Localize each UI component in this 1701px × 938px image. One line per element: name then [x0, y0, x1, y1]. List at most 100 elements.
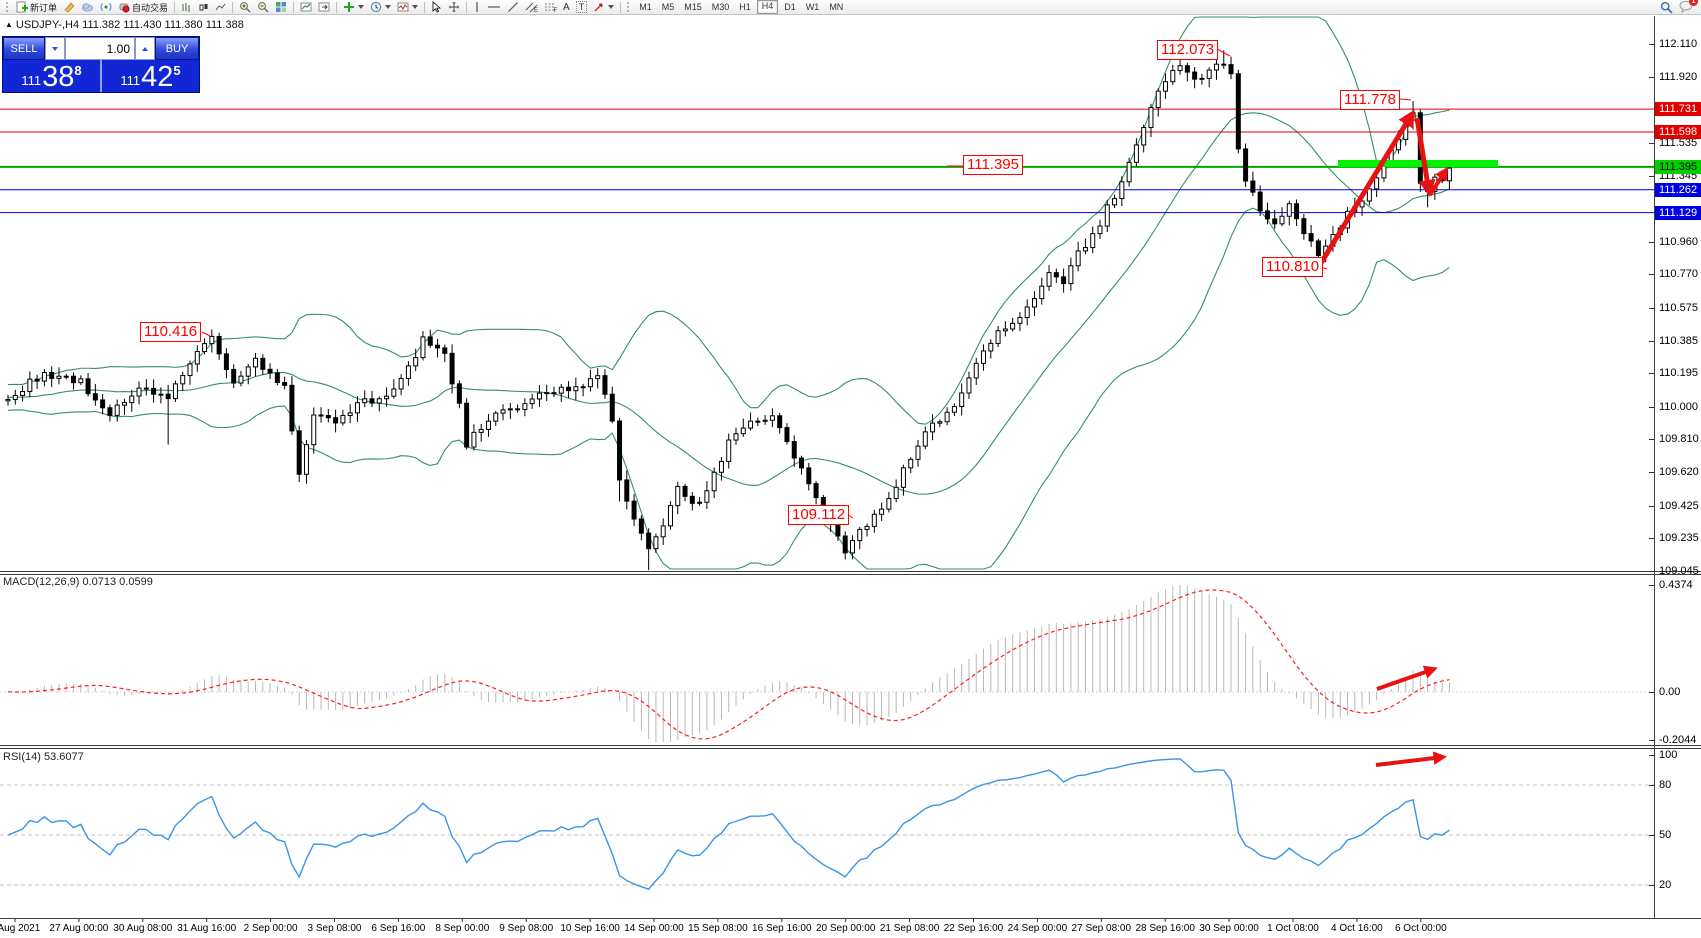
bar-chart-icon — [182, 2, 190, 12]
signal-button[interactable] — [97, 1, 115, 14]
dropdown-caret-icon — [385, 5, 392, 9]
zoom-in-button[interactable] — [236, 1, 254, 14]
bar-chart-mode-button[interactable] — [178, 1, 195, 14]
one-click-trading-panel: SELL BUY 111 38 8 111 42 5 — [2, 36, 200, 93]
ask-pip-digit: 5 — [173, 63, 181, 78]
vertical-line-icon — [476, 2, 478, 12]
timeframe-H1[interactable]: H1 — [739, 2, 751, 12]
tile-windows-icon — [276, 2, 287, 12]
label-tool-button[interactable]: T — [573, 1, 591, 14]
new-order-icon — [16, 1, 28, 13]
timeframe-M1[interactable]: M1 — [639, 2, 652, 12]
rsi-pane-content — [0, 758, 1654, 891]
cursor-tool-button[interactable] — [428, 1, 445, 14]
signal-icon — [100, 3, 112, 11]
timeframe-M30[interactable]: M30 — [711, 2, 730, 12]
add-indicator-button[interactable] — [340, 1, 367, 14]
up-triangle-icon — [142, 46, 148, 51]
chat-button[interactable]: 1 — [1679, 0, 1698, 15]
ask-prefix: 111 — [120, 73, 141, 88]
horizontal-line-tool-button[interactable] — [484, 1, 504, 14]
toolbar-separator — [466, 1, 468, 13]
dropdown-caret-icon — [608, 5, 615, 9]
horizontal-line-icon — [488, 6, 501, 8]
notification-badge: 1 — [1689, 0, 1698, 6]
autotrade-button[interactable]: 自动交易 — [115, 1, 171, 14]
text-tool-label: A — [563, 1, 570, 13]
timeframe-M15[interactable]: M15 — [684, 2, 702, 12]
toolbar-separator — [174, 1, 176, 13]
symbol-ohlc-text: USDJPY-,H4 111.382 111.430 111.380 111.3… — [15, 19, 244, 31]
template-button[interactable] — [394, 1, 421, 14]
charts-list-icon — [300, 2, 312, 12]
svg-text:F: F — [554, 8, 558, 13]
bid-pip-digit: 8 — [74, 63, 82, 78]
timeframe-H4[interactable]: H4 — [756, 0, 779, 14]
svg-text:E: E — [534, 8, 538, 13]
volume-input[interactable] — [65, 37, 135, 60]
charts-list-button[interactable] — [297, 1, 315, 14]
crosshair-tool-button[interactable] — [445, 1, 463, 14]
timeframe-W1[interactable]: W1 — [805, 2, 820, 12]
trendline-tool-button[interactable] — [504, 1, 522, 14]
timeframe-bar: M1 M5 M15 M30 H1 H4 D1 W1 MN — [634, 0, 848, 14]
fibonacci-icon: F — [545, 3, 558, 13]
ask-price[interactable]: 111 42 5 — [102, 60, 199, 92]
toolbar-grip — [627, 2, 631, 12]
crosshair-icon — [449, 2, 460, 12]
clock-icon — [370, 1, 382, 13]
candlesticks — [5, 50, 1452, 571]
zoom-in-icon — [240, 2, 251, 13]
highlight-tool-button[interactable] — [60, 1, 78, 14]
tile-windows-button[interactable] — [272, 1, 290, 14]
fibonacci-tool-button[interactable]: F — [541, 1, 560, 14]
annotation-leaders — [201, 48, 1412, 519]
timeframe-D1[interactable]: D1 — [784, 2, 796, 12]
candle-chart-icon — [199, 3, 208, 10]
cursor-icon — [432, 1, 442, 13]
arrows-tool-icon — [594, 3, 603, 12]
crayon-icon — [64, 2, 75, 13]
toolbar-separator — [293, 1, 295, 13]
add-indicator-icon — [344, 2, 355, 12]
bollinger-bands — [7, 16, 1450, 570]
new-order-label: 新订单 — [30, 2, 58, 13]
zoom-out-icon — [258, 2, 269, 13]
channel-icon: E — [525, 2, 538, 13]
toolbar-separator — [620, 1, 622, 13]
line-chart-icon — [215, 3, 226, 10]
trendline-icon — [508, 2, 518, 12]
symbol-marker-icon: ▲ — [5, 20, 13, 29]
arrows-tool-button[interactable] — [590, 1, 617, 14]
sell-button[interactable]: SELL — [3, 37, 45, 60]
support-highlight-bar — [1338, 160, 1498, 167]
text-tool-button[interactable]: A — [560, 1, 573, 14]
candle-chart-mode-button[interactable] — [195, 1, 212, 14]
toolbar-grip — [6, 2, 10, 12]
line-chart-mode-button[interactable] — [212, 1, 229, 14]
chart-shift-icon — [318, 2, 330, 12]
new-order-button[interactable]: 新订单 — [13, 1, 60, 14]
autotrade-icon — [119, 3, 130, 13]
timeframe-MN[interactable]: MN — [829, 2, 844, 12]
buy-button[interactable]: BUY — [155, 37, 199, 60]
toolbar-separator — [336, 1, 338, 13]
label-tool-label: T — [575, 1, 588, 13]
search-icon[interactable] — [1660, 1, 1673, 14]
bid-prefix: 111 — [21, 73, 42, 88]
cloud-button[interactable] — [78, 1, 97, 14]
down-triangle-icon — [52, 46, 58, 51]
volume-decrease-button[interactable] — [45, 37, 65, 60]
vertical-line-tool-button[interactable] — [470, 1, 484, 14]
ask-big-digits: 42 — [141, 61, 174, 93]
price-divider — [100, 60, 102, 92]
channel-tool-button[interactable]: E — [522, 1, 541, 14]
chart-shift-button[interactable] — [315, 1, 333, 14]
bid-price[interactable]: 111 38 8 — [3, 60, 100, 92]
zoom-out-button[interactable] — [254, 1, 272, 14]
timeframe-M5[interactable]: M5 — [661, 2, 675, 12]
period-selector-button[interactable] — [367, 1, 394, 14]
volume-increase-button[interactable] — [135, 37, 155, 60]
